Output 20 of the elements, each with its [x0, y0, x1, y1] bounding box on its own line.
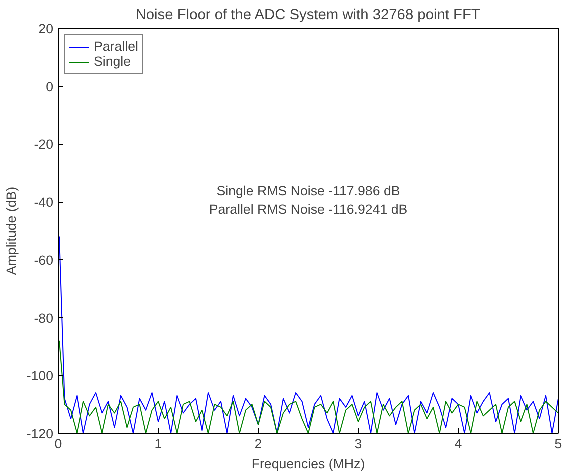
- x-axis-title: Frequencies (MHz): [252, 456, 366, 472]
- y-tick-label: 20: [38, 22, 54, 36]
- y-tick-label: -80: [34, 310, 54, 326]
- chart-title: Noise Floor of the ADC System with 32768 point FFT: [136, 8, 480, 24]
- legend-label: Single: [94, 54, 132, 69]
- x-tick-label: 5: [554, 436, 562, 452]
- y-tick-label: -60: [34, 252, 54, 268]
- x-tick-label: 2: [254, 436, 262, 452]
- y-tick-label: -40: [34, 195, 54, 210]
- y-tick-label: -120: [26, 426, 54, 442]
- x-tick-label: 3: [354, 436, 362, 452]
- y-tick-label: 0: [46, 79, 54, 94]
- y-tick-label: -100: [26, 368, 54, 384]
- x-tick-label: 4: [454, 436, 463, 452]
- y-axis-title: Amplitude (dB): [4, 186, 19, 276]
- legend-label: Parallel: [94, 39, 138, 54]
- annotation: Parallel RMS Noise -116.9241 dB: [209, 202, 408, 217]
- annotation: Single RMS Noise -117.986 dB: [216, 184, 400, 199]
- x-tick-label: 1: [154, 436, 162, 452]
- y-tick-label: -20: [34, 137, 54, 152]
